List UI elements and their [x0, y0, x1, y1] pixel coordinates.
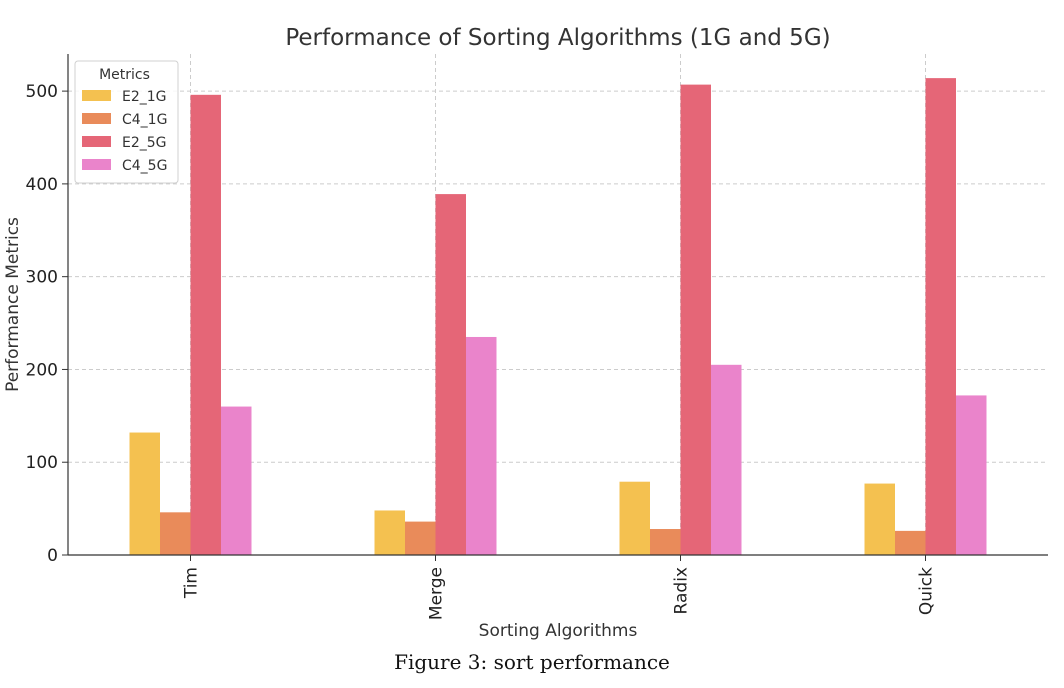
bar-C4_5G-Tim	[221, 406, 252, 555]
legend-swatch-E2_5G	[82, 136, 111, 147]
x-axis-label: Sorting Algorithms	[479, 621, 638, 641]
legend-title: Metrics	[99, 67, 150, 83]
legend-label-E2_1G: E2_1G	[122, 89, 167, 105]
bar-chart: 0 100 200 300 400 500 Tim Merge Radix Quick Perfor…	[3, 25, 1048, 641]
y-tick-label: 400	[26, 175, 58, 195]
bar-E2_5G-Tim	[190, 94, 221, 556]
bar-E2_1G-Quick	[864, 483, 895, 555]
y-tick-label: 0	[47, 546, 58, 566]
bar-E2_5G-Merge	[435, 194, 466, 555]
bar-C4_5G-Merge	[466, 336, 497, 555]
y-tick-label: 100	[26, 453, 58, 473]
bar-E2_1G-Radix	[619, 481, 650, 555]
bar-E2_1G-Merge	[374, 510, 405, 555]
bar-E2_1G-Tim	[129, 432, 160, 555]
y-tick-label: 500	[26, 82, 58, 102]
bar-C4_1G-Quick	[895, 530, 926, 555]
legend-swatch-C4_5G	[82, 159, 111, 170]
y-axis-label: Performance Metrics	[3, 217, 23, 392]
bar-C4_5G-Quick	[956, 395, 987, 555]
x-tick-label-quick: Quick	[917, 567, 937, 615]
y-tick-label: 300	[26, 268, 58, 288]
bar-E2_5G-Quick	[925, 78, 956, 555]
bar-C4_5G-Radix	[711, 364, 742, 555]
x-tick-label-merge: Merge	[427, 567, 447, 620]
legend-swatch-E2_1G	[82, 90, 111, 101]
legend-swatch-C4_1G	[82, 113, 111, 124]
bar-C4_1G-Tim	[160, 512, 191, 555]
x-tick-label-radix: Radix	[672, 567, 692, 614]
legend-label-C4_5G: C4_5G	[122, 158, 167, 174]
bar-E2_5G-Radix	[680, 84, 711, 555]
chart-title: Performance of Sorting Algorithms (1G an…	[285, 25, 830, 51]
x-tick-label-tim: Tim	[182, 567, 202, 599]
legend-label-C4_1G: C4_1G	[122, 112, 167, 128]
bar-C4_1G-Merge	[405, 521, 436, 555]
figure-caption: Figure 3: sort performance	[394, 650, 670, 674]
bar-C4_1G-Radix	[650, 529, 681, 555]
legend-label-E2_5G: E2_5G	[122, 135, 167, 151]
y-tick-label: 200	[26, 360, 58, 380]
